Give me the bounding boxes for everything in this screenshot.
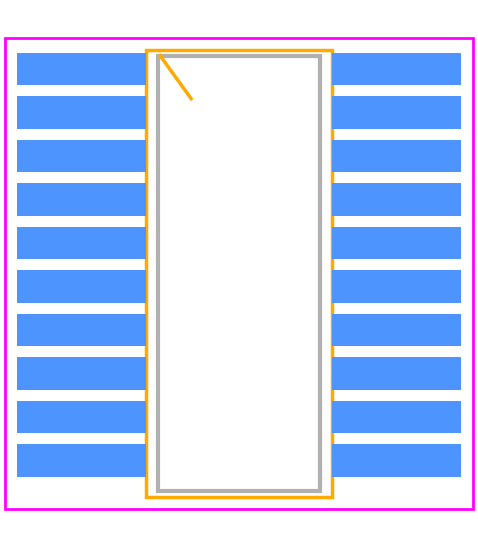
Bar xyxy=(158,55,320,491)
Bar xyxy=(332,270,461,302)
Bar xyxy=(17,53,146,85)
Text: 18: 18 xyxy=(389,150,405,162)
Text: 17: 17 xyxy=(389,193,405,206)
Text: 20: 20 xyxy=(389,63,405,76)
Bar xyxy=(17,270,146,302)
Bar xyxy=(17,227,146,259)
Bar xyxy=(332,227,461,259)
Bar xyxy=(332,313,461,346)
Text: 8: 8 xyxy=(77,367,85,380)
Text: 10: 10 xyxy=(73,454,89,467)
Text: 19: 19 xyxy=(389,106,405,119)
Bar xyxy=(17,140,146,172)
Text: 2: 2 xyxy=(77,106,85,119)
Bar xyxy=(17,444,146,477)
Text: 15: 15 xyxy=(389,280,405,293)
Text: 14: 14 xyxy=(389,323,405,336)
Bar xyxy=(332,140,461,172)
Bar xyxy=(17,400,146,433)
Text: 13: 13 xyxy=(389,367,405,380)
Bar xyxy=(17,357,146,390)
Text: 7: 7 xyxy=(77,323,85,336)
Text: 3: 3 xyxy=(77,150,85,162)
Text: 12: 12 xyxy=(389,410,405,423)
Bar xyxy=(332,183,461,215)
Bar xyxy=(332,357,461,390)
Bar xyxy=(332,53,461,85)
Text: 5: 5 xyxy=(77,236,85,249)
Bar xyxy=(332,400,461,433)
Text: 11: 11 xyxy=(389,454,405,467)
Bar xyxy=(17,96,146,128)
Text: 16: 16 xyxy=(389,236,405,249)
Text: 9: 9 xyxy=(77,410,85,423)
Bar xyxy=(17,313,146,346)
Text: 1: 1 xyxy=(77,63,85,76)
Bar xyxy=(332,444,461,477)
Text: 6: 6 xyxy=(77,280,85,293)
Bar xyxy=(332,96,461,128)
Bar xyxy=(146,50,332,497)
Bar xyxy=(17,183,146,215)
Text: 4: 4 xyxy=(77,193,85,206)
